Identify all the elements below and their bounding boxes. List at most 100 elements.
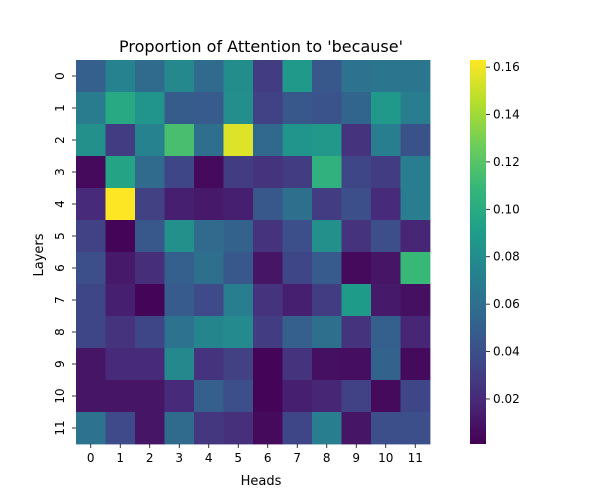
heatmap-cell <box>194 92 224 125</box>
heatmap-cell <box>223 156 254 189</box>
heatmap-cell <box>400 220 431 253</box>
heatmap-cell <box>76 156 106 189</box>
y-tick-label: 9 <box>53 360 67 368</box>
heatmap-cell <box>400 380 431 413</box>
heatmap-cell <box>341 188 372 221</box>
heatmap-cell <box>371 252 401 285</box>
heatmap-cell <box>312 252 342 285</box>
heatmap-cell <box>312 60 342 93</box>
heatmap-cell <box>105 156 136 189</box>
heatmap-cell <box>135 92 165 125</box>
colorbar-tick-label: 0.12 <box>493 155 520 169</box>
heatmap-cell <box>223 284 254 317</box>
colorbar-tick-label: 0.04 <box>493 345 520 359</box>
heatmap-cell <box>105 348 136 381</box>
heatmap-cell <box>194 220 224 253</box>
heatmap-cell <box>400 348 431 381</box>
heatmap-cell <box>282 348 313 381</box>
y-tick-label: 2 <box>53 136 67 144</box>
heatmap-cell <box>105 316 136 349</box>
heatmap-cell <box>223 252 254 285</box>
y-tick-label: 8 <box>53 328 67 336</box>
y-tick-label: 0 <box>53 72 67 80</box>
heatmap-cell <box>164 124 195 157</box>
heatmap-cell <box>223 92 254 125</box>
x-tick-label: 5 <box>234 451 242 465</box>
colorbar-ticks: 0.02 0.04 0.06 0.08 0.10 0.12 0.14 0.16 <box>486 60 520 406</box>
heatmap-cell <box>223 124 254 157</box>
heatmap-cell <box>341 124 372 157</box>
colorbar-tick-label: 0.10 <box>493 202 520 216</box>
heatmap-cell <box>223 348 254 381</box>
heatmap-cell <box>105 220 136 253</box>
heatmap-cell <box>282 124 313 157</box>
heatmap-cell <box>282 316 313 349</box>
heatmap-cell <box>194 412 224 445</box>
heatmap-cell <box>400 188 431 221</box>
heatmap-cell <box>282 156 313 189</box>
heatmap-cell <box>223 316 254 349</box>
x-tick-label: 0 <box>87 451 95 465</box>
heatmap-cell <box>371 220 401 253</box>
heatmap-cell <box>105 188 136 221</box>
heatmap-cell <box>253 316 283 349</box>
heatmap-cell <box>135 284 165 317</box>
heatmap-cell <box>253 188 283 221</box>
heatmap-cell <box>135 60 165 93</box>
x-tick-label: 11 <box>408 451 423 465</box>
heatmap-cell <box>164 252 195 285</box>
heatmap-cell <box>194 380 224 413</box>
y-tick-label: 4 <box>53 200 67 208</box>
heatmap-cell <box>194 188 224 221</box>
heatmap-cell <box>164 92 195 125</box>
colorbar-tick-label: 0.08 <box>493 250 520 264</box>
heatmap-cell <box>76 284 106 317</box>
heatmap-cell <box>223 188 254 221</box>
heatmap-cell <box>371 380 401 413</box>
heatmap-cell <box>76 412 106 445</box>
heatmap-cell <box>135 124 165 157</box>
heatmap-cell <box>282 252 313 285</box>
heatmap-cell <box>282 92 313 125</box>
heatmap-cell <box>194 348 224 381</box>
heatmap-cell <box>282 412 313 445</box>
y-tick-label: 7 <box>53 296 67 304</box>
heatmap-cell <box>105 92 136 125</box>
heatmap-cell <box>76 252 106 285</box>
heatmap-cell <box>282 188 313 221</box>
colorbar <box>470 60 486 444</box>
heatmap-cell <box>282 284 313 317</box>
heatmap-cell <box>194 60 224 93</box>
heatmap-cell <box>400 92 431 125</box>
heatmap-cell <box>341 316 372 349</box>
x-tick-label: 8 <box>323 451 331 465</box>
heatmap-cell <box>400 156 431 189</box>
heatmap-cell <box>371 188 401 221</box>
heatmap-cell <box>400 284 431 317</box>
y-tick-label: 6 <box>53 264 67 272</box>
heatmap-cell <box>223 220 254 253</box>
heatmap-cell <box>253 156 283 189</box>
heatmap-cell <box>312 188 342 221</box>
heatmap-cell <box>194 252 224 285</box>
heatmap-cell <box>135 316 165 349</box>
heatmap-cell <box>253 252 283 285</box>
heatmap-cell <box>253 60 283 93</box>
x-tick-label: 4 <box>205 451 213 465</box>
heatmap-cell <box>341 380 372 413</box>
heatmap-cell <box>253 412 283 445</box>
heatmap-cell <box>400 124 431 157</box>
heatmap-cell <box>253 284 283 317</box>
heatmap-cells <box>76 60 431 445</box>
heatmap-cell <box>312 348 342 381</box>
heatmap-cell <box>371 92 401 125</box>
heatmap-cell <box>135 380 165 413</box>
heatmap-cell <box>135 220 165 253</box>
heatmap-cell <box>194 284 224 317</box>
heatmap-cell <box>341 92 372 125</box>
x-tick-label: 9 <box>352 451 360 465</box>
heatmap-cell <box>312 92 342 125</box>
heatmap-cell <box>135 156 165 189</box>
y-tick-label: 3 <box>53 168 67 176</box>
heatmap-cell <box>371 348 401 381</box>
